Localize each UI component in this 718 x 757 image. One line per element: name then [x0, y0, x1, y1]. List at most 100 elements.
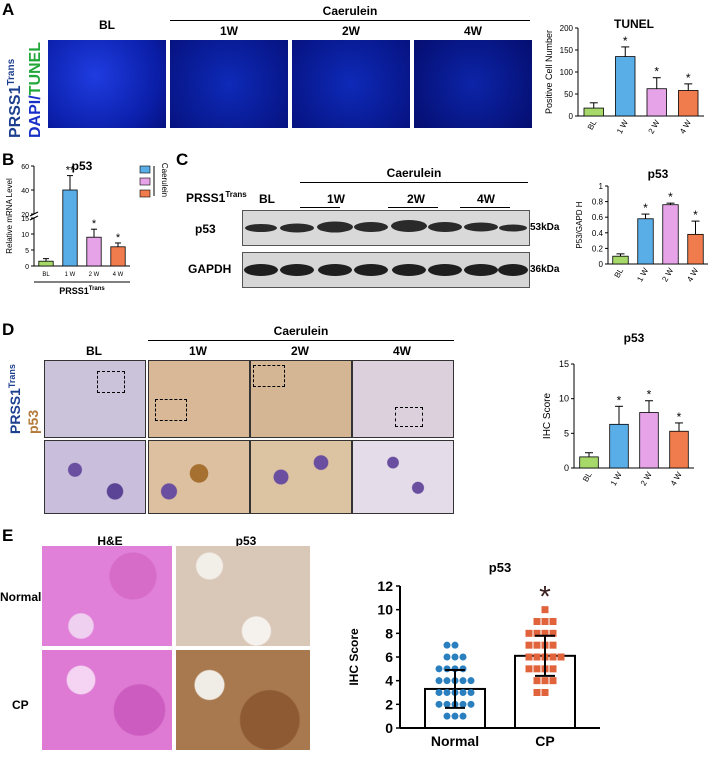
chart-d: p53 0 5 10 15 IHC Score BL * 1 W * 2 W * 4 W: [530, 330, 718, 510]
x-tick-label: 4 W: [669, 470, 684, 487]
label-p53-d: p53: [25, 410, 41, 434]
y-tick-label: 12: [377, 578, 393, 594]
y-tick-label: 0: [599, 260, 604, 269]
bar: [615, 56, 636, 117]
panel-label-a: A: [2, 0, 15, 19]
data-point: [525, 629, 533, 637]
y-tick-label: 6: [385, 649, 393, 665]
legend-label: Caerulein: [160, 163, 169, 197]
data-point: [533, 665, 541, 673]
chart-title: TUNEL: [614, 17, 654, 31]
data-point: [541, 629, 549, 637]
sig-marker: *: [116, 232, 121, 244]
cond-line-c-1w: [300, 207, 340, 208]
data-point: [549, 618, 557, 625]
data-point: [533, 618, 541, 625]
data-point: [541, 618, 549, 625]
cond-line-c-4w: [460, 207, 510, 208]
panel-label-b: B: [2, 150, 15, 169]
sig-marker: *: [693, 208, 698, 222]
label-dapi: DAPI/: [27, 95, 44, 138]
legend-swatch: [139, 165, 151, 174]
micrograph-a-1w: [170, 40, 288, 128]
legend-swatch: [139, 177, 151, 186]
label-trans: Trans: [6, 58, 17, 85]
x-tick-label: 2 W: [660, 266, 675, 283]
data-point: [467, 689, 475, 696]
bar: [687, 233, 704, 265]
svg-text:PRSS1Trans: PRSS1Trans: [6, 58, 24, 138]
cond-a-2w: 2W: [342, 24, 360, 38]
col-label-p53: p53: [235, 534, 257, 548]
cond-d-bl: BL: [86, 344, 102, 358]
x-tick-label: 4 W: [685, 266, 700, 283]
sig-marker: *: [668, 190, 673, 204]
y-axis-label: IHC Score: [542, 393, 553, 440]
y-tick-label: 20: [21, 212, 29, 219]
group-line-a: [170, 20, 530, 21]
cond-c-1w: 1W: [327, 192, 345, 206]
data-point: [533, 653, 541, 661]
bar: [662, 204, 679, 265]
data-point: [459, 677, 467, 685]
row-label-cp: CP: [12, 698, 29, 712]
y-tick-label: 0.6: [592, 213, 604, 222]
sig-marker: *: [539, 581, 551, 614]
y-tick-label: 0: [564, 463, 569, 473]
x-tick-label: 1 W: [635, 266, 650, 283]
sig-marker: *: [686, 71, 691, 85]
band-label-p53: p53: [195, 222, 216, 236]
ihc-e-normal: [176, 546, 310, 646]
y-tick-label: 10: [377, 602, 393, 618]
micrograph-a-4w: [414, 40, 532, 128]
y-tick-label: 0: [25, 264, 29, 271]
micrograph-a-bl: [48, 40, 166, 128]
x-tick-label: 1 W: [65, 272, 76, 278]
bar: [639, 412, 659, 469]
data-point: [541, 689, 549, 696]
data-point: [443, 677, 451, 685]
y-tick-label: 2: [385, 696, 393, 712]
blot-p53: [242, 210, 530, 246]
y-tick-label: 8: [385, 625, 393, 641]
x-tick-label: 1 W: [615, 118, 630, 135]
label-prss1-d: PRSS1: [7, 388, 23, 434]
bar: [669, 430, 689, 469]
cond-a-bl: BL: [99, 18, 115, 32]
cond-a-1w: 1W: [220, 24, 238, 38]
y-tick-label: 4: [385, 673, 393, 689]
data-point: [443, 665, 451, 673]
y-tick-label: 15: [21, 216, 29, 223]
data-point: [533, 641, 541, 649]
bar: [62, 189, 78, 267]
chart-b: p53 0 5 10 15 20 40 60 Relative mRNA Level BL ** 1 …: [4, 158, 174, 308]
cond-d-1w: 1W: [189, 344, 207, 358]
micrograph-a-2w: [292, 40, 410, 128]
size-36kda: 36kDa: [530, 264, 560, 275]
cond-d-2w: 2W: [291, 344, 309, 358]
y-tick-label: 100: [560, 68, 574, 77]
data-point: [435, 665, 443, 673]
y-axis-label: IHC Score: [347, 628, 361, 686]
x-tick-label: 2 W: [89, 272, 100, 278]
chart-title: p53: [648, 167, 669, 181]
y-tick-label: 50: [564, 90, 573, 99]
svg-text:DAPI/TUNEL: DAPI/TUNEL: [27, 42, 44, 138]
data-point: [557, 653, 565, 661]
x-tick-label: 4 W: [113, 272, 124, 278]
data-point: [467, 677, 475, 685]
data-point: [443, 641, 451, 649]
cond-a-4w: 4W: [464, 24, 482, 38]
label-prss1: PRSS1: [7, 85, 24, 138]
panel-label-d: D: [2, 320, 15, 339]
x-tick-label: 1 W: [609, 470, 624, 487]
group-label-d: Caerulein: [273, 324, 329, 338]
bar: [38, 260, 54, 267]
cond-c-4w: 4W: [477, 192, 495, 206]
data-point: [435, 689, 443, 696]
group-line-d: [148, 340, 454, 341]
bar: [579, 456, 599, 469]
data-point: [451, 712, 459, 720]
chart-c: p53 0 0.2 0.4 0.6 0.8 1 P53/GAPD H BL * 1 W * 2 W * 4 …: [568, 166, 718, 306]
x-tick-label: 2 W: [647, 118, 662, 135]
